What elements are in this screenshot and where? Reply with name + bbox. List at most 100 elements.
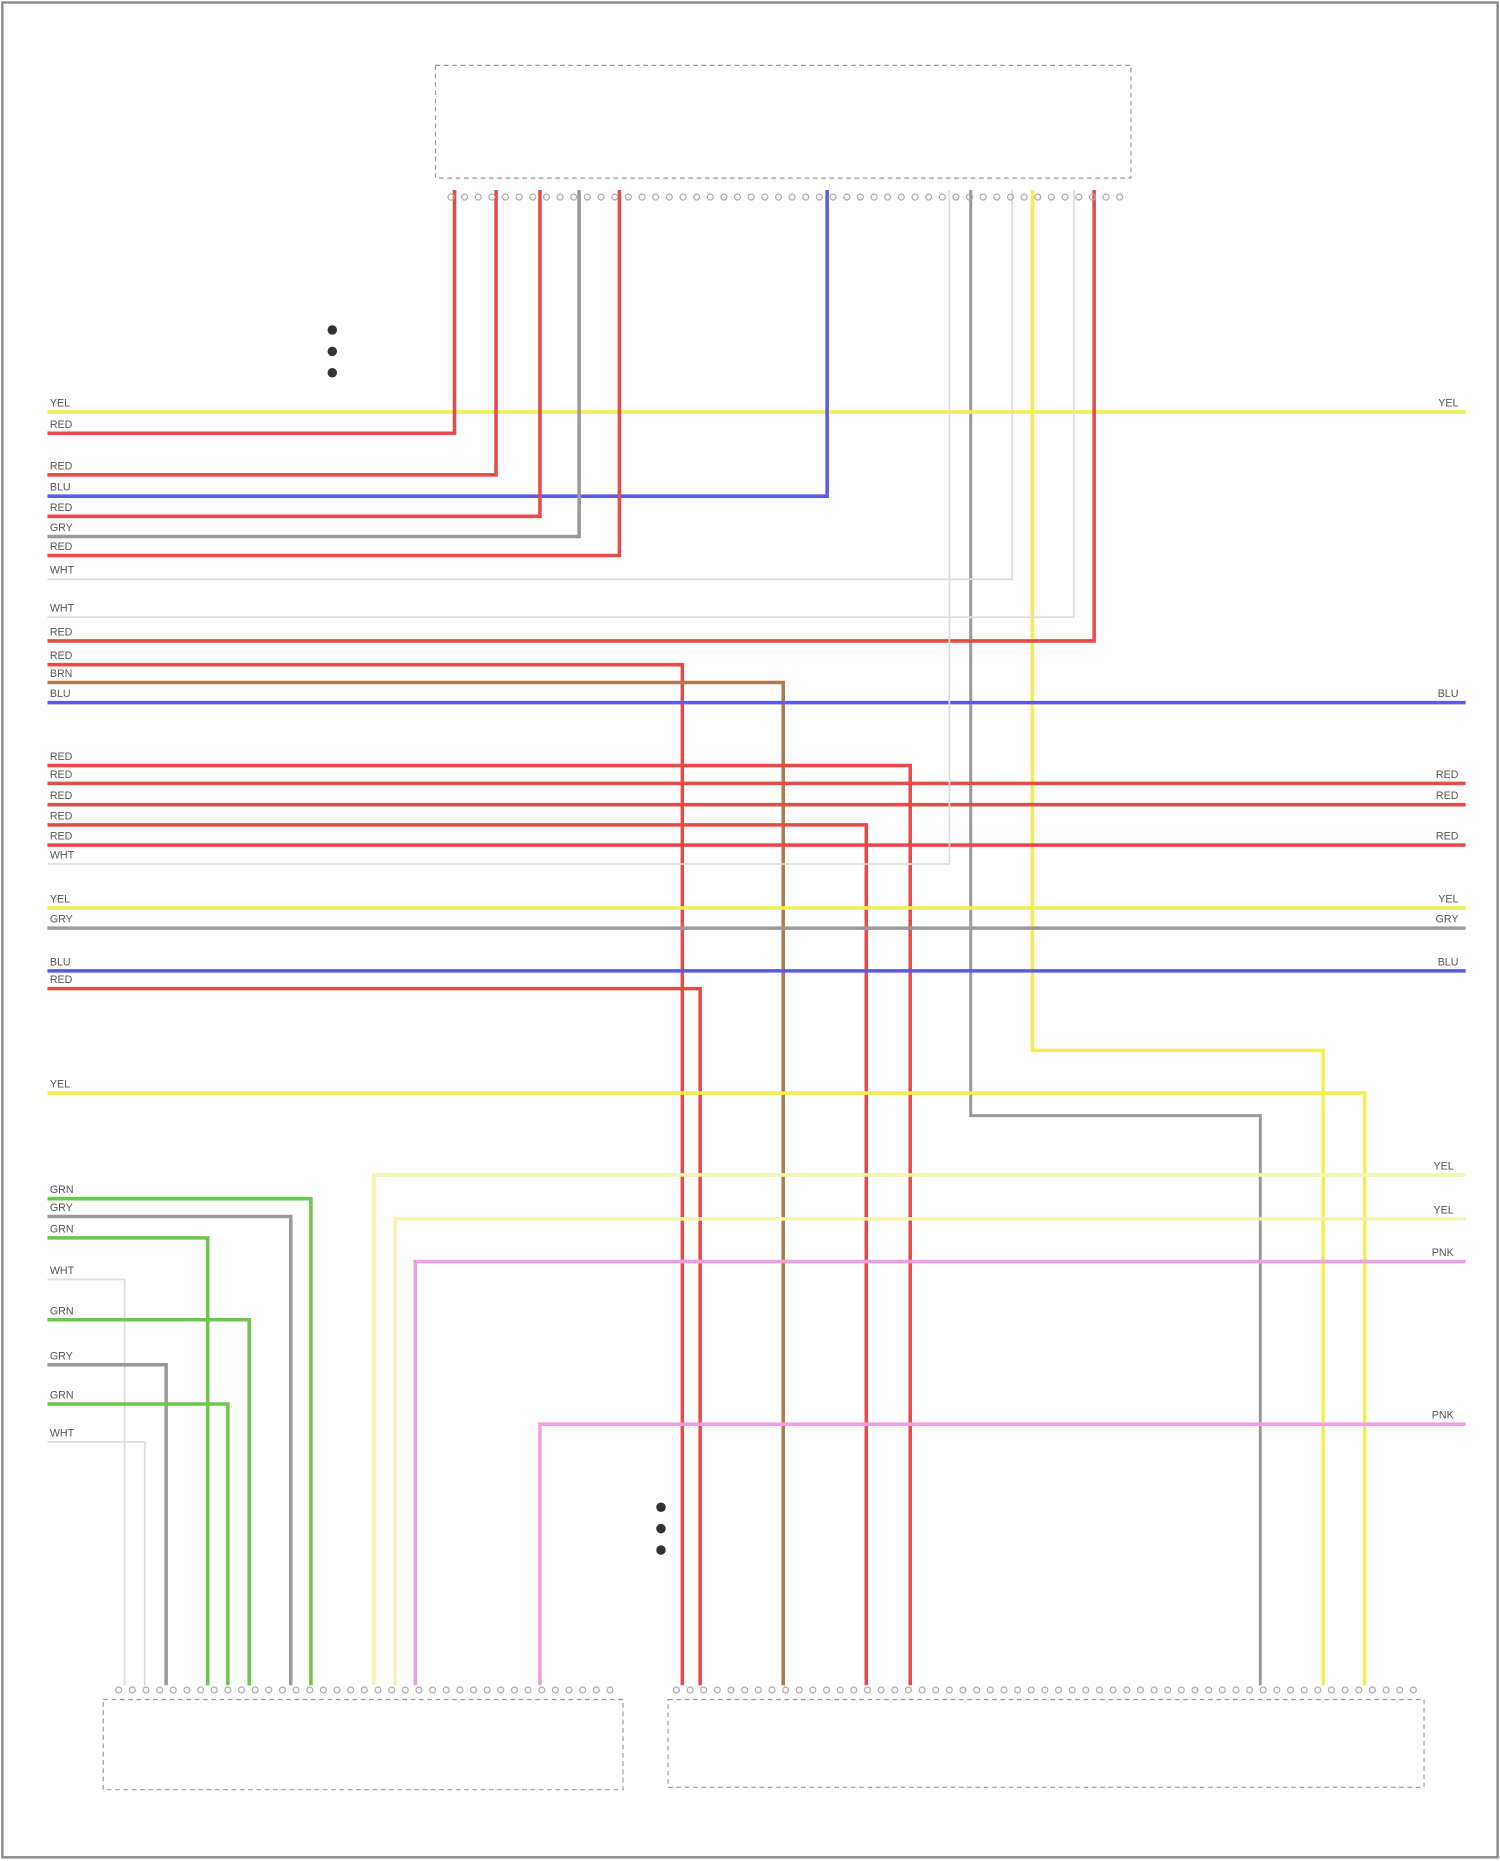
top-connector — [434, 64, 1132, 179]
wire-label: YEL — [50, 893, 70, 905]
wire-label: GRY — [50, 522, 73, 534]
wire-label: BLU — [1438, 956, 1459, 968]
pin — [278, 1686, 286, 1694]
pin — [843, 193, 851, 201]
pin — [570, 193, 578, 201]
wire-label: RED — [1436, 790, 1459, 802]
pin — [1259, 1686, 1267, 1694]
pin — [665, 193, 673, 201]
pin — [142, 1686, 150, 1694]
wire-label: RED — [50, 769, 73, 781]
wire-label: RED — [50, 419, 73, 431]
wire-label: RED — [50, 626, 73, 638]
pin — [319, 1686, 327, 1694]
wire-label: RED — [50, 831, 73, 843]
pin — [638, 193, 646, 201]
pin — [333, 1686, 341, 1694]
wire — [47, 189, 498, 477]
pin — [183, 1686, 191, 1694]
pin — [347, 1686, 355, 1694]
wire — [47, 1441, 146, 1686]
wire-label: GRY — [50, 1350, 73, 1362]
pin — [918, 1686, 926, 1694]
pin — [1116, 193, 1124, 201]
pin — [469, 1686, 478, 1694]
pin — [551, 1686, 559, 1694]
wire-label: RED — [50, 541, 73, 553]
pin — [911, 193, 919, 201]
wire — [47, 189, 951, 865]
pin — [938, 193, 946, 201]
wires: YEL YEL RED RED BLU RED GRY RED WHT WHT RED RED BRN B… — [47, 189, 1466, 1686]
pin — [672, 1686, 680, 1694]
wire-label: RED — [1436, 769, 1459, 781]
wire-label: BLU — [50, 688, 71, 700]
pin — [224, 1686, 232, 1694]
pin — [761, 193, 769, 201]
pin — [1095, 1686, 1104, 1694]
pin — [1205, 1686, 1213, 1694]
wire — [47, 1214, 293, 1686]
pin — [795, 1686, 803, 1694]
wire — [47, 189, 622, 558]
pin — [720, 193, 728, 201]
wire-label: BLU — [1438, 688, 1459, 700]
pin — [306, 1686, 314, 1694]
pin — [1027, 1686, 1035, 1694]
pin — [727, 1686, 735, 1694]
wire-label: WHT — [50, 1265, 75, 1277]
pin — [782, 1686, 790, 1694]
wire — [47, 189, 1075, 619]
pin — [1232, 1686, 1240, 1694]
pin — [401, 1686, 409, 1694]
wire — [47, 189, 457, 436]
wire — [413, 1259, 1466, 1686]
pin — [488, 193, 496, 201]
pin — [1034, 193, 1042, 201]
pin — [1014, 1686, 1022, 1694]
wire-label: GRN — [50, 1223, 74, 1235]
pin — [870, 193, 878, 201]
pin — [565, 1686, 573, 1694]
pin — [1061, 193, 1069, 201]
wire-label: WHT — [50, 565, 75, 577]
pin — [592, 1686, 600, 1694]
pin — [1286, 1686, 1295, 1694]
pin — [1300, 1686, 1308, 1694]
pin — [741, 1686, 749, 1694]
wire-label: GRY — [1436, 914, 1459, 926]
pin — [556, 193, 564, 201]
pin — [877, 1686, 885, 1694]
wire-label: RED — [50, 502, 73, 514]
pin — [128, 1686, 136, 1694]
pin — [1082, 1686, 1090, 1694]
pin — [447, 193, 455, 201]
wire — [47, 1091, 1367, 1686]
wire — [47, 189, 581, 539]
pin — [606, 1686, 614, 1694]
pin — [456, 1686, 464, 1694]
wire-label: BLU — [50, 482, 71, 494]
pin — [611, 193, 619, 201]
pin — [538, 1686, 546, 1694]
pin — [713, 1686, 721, 1694]
pin — [1054, 1686, 1063, 1694]
wire-label: RED — [50, 810, 73, 822]
wire-label: YEL — [50, 397, 70, 409]
pin — [388, 1686, 396, 1694]
pin — [1068, 1686, 1076, 1694]
wire-label: WHT — [50, 603, 75, 615]
wire-label: RED — [50, 751, 73, 763]
pin — [965, 193, 974, 201]
pin — [1075, 193, 1083, 201]
pin — [747, 193, 755, 201]
wire-label: PNK — [1432, 1410, 1454, 1422]
wire-label: WHT — [50, 1427, 75, 1439]
pin — [515, 193, 523, 201]
pin — [904, 1686, 912, 1694]
pin — [1177, 1686, 1185, 1694]
pin — [768, 1686, 776, 1694]
wire-label: WHT — [50, 850, 75, 862]
wire-label: GRN — [50, 1390, 74, 1402]
